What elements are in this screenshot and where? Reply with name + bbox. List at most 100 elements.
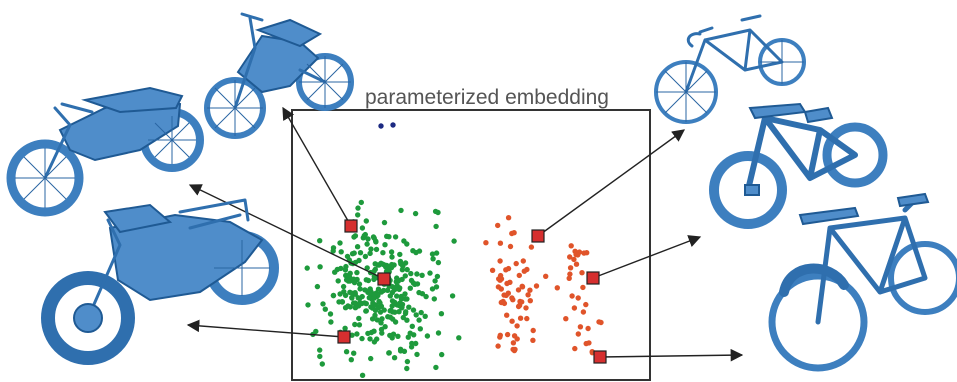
motorcycle-point xyxy=(433,364,439,371)
bicycle-point xyxy=(580,284,586,291)
motorcycle-point xyxy=(372,266,378,273)
motorcycle-point xyxy=(351,350,357,356)
motorcycle-point xyxy=(314,283,321,290)
bicycle-point xyxy=(517,315,524,321)
motorcycle-point xyxy=(368,304,374,310)
city-bicycle-icon xyxy=(768,192,957,372)
sample-marker-m5[interactable] xyxy=(586,271,600,285)
motorcycle-point xyxy=(417,326,423,332)
motorcycle-point xyxy=(364,241,370,247)
bicycle-point xyxy=(516,272,522,279)
bicycle-point xyxy=(584,250,590,256)
motorcycle-point xyxy=(342,267,349,273)
bicycle-point xyxy=(489,267,496,273)
arrow-to-cruiser-bicycle xyxy=(592,235,702,279)
motorcycle-point xyxy=(430,256,436,262)
outlier-point xyxy=(378,123,384,129)
motorcycle-point xyxy=(413,312,419,318)
motorcycle-point xyxy=(433,284,440,290)
motorcycle-point xyxy=(358,199,364,206)
motorcycle-point xyxy=(423,293,429,300)
motorcycle-point xyxy=(364,265,370,271)
motorcycle-point xyxy=(387,263,394,270)
motorcycle-point xyxy=(391,355,398,361)
motorcycle-point xyxy=(371,339,378,345)
motorcycle-point xyxy=(362,253,369,260)
motorcycle-point xyxy=(359,335,365,342)
thumbnail-cruiser-bicycle xyxy=(709,102,888,229)
motorcycle-point xyxy=(386,350,392,356)
motorcycle-point xyxy=(371,292,378,298)
motorcycle-point xyxy=(355,205,361,211)
bicycle-point xyxy=(580,309,587,315)
motorcycle-point xyxy=(330,292,337,299)
motorcycle-point xyxy=(359,372,366,378)
sample-marker-m2[interactable] xyxy=(377,272,391,286)
connector-arrows xyxy=(186,106,744,362)
bicycle-point xyxy=(497,258,503,264)
bicycle-point xyxy=(483,240,489,246)
naked-motorcycle-icon xyxy=(41,198,279,365)
bicycle-point xyxy=(527,287,533,293)
sample-marker-m3[interactable] xyxy=(337,330,351,344)
bicycle-point xyxy=(567,254,573,260)
bicycle-point xyxy=(569,293,575,299)
motorcycle-point xyxy=(379,330,385,336)
bicycle-point xyxy=(504,312,510,318)
motorcycle-point xyxy=(382,324,388,330)
motorcycle-point xyxy=(374,317,380,323)
motorcycle-point xyxy=(389,254,395,260)
motorcycle-point xyxy=(372,307,379,313)
motorcycle-point xyxy=(366,295,372,301)
bicycle-point xyxy=(573,261,580,267)
bicycle-point xyxy=(520,258,526,264)
bicycle-point xyxy=(509,230,515,237)
motorcycle-point xyxy=(433,250,440,256)
motorcycle-point xyxy=(361,300,368,306)
motorcycle-point xyxy=(410,307,417,313)
motorcycle-point xyxy=(431,296,437,302)
bicycle-point xyxy=(573,251,579,258)
motorcycle-point xyxy=(397,251,403,258)
sample-marker-m6[interactable] xyxy=(593,350,607,364)
motorcycle-point xyxy=(396,286,402,292)
motorcycle-point xyxy=(391,287,398,293)
motorcycle-point xyxy=(356,257,362,264)
motorcycle-point xyxy=(368,246,374,252)
sample-markers xyxy=(337,219,607,364)
motorcycle-point xyxy=(348,357,354,363)
motorcycle-point xyxy=(384,233,390,239)
bicycle-point xyxy=(563,316,569,322)
bicycle-point xyxy=(579,270,585,276)
motorcycle-point xyxy=(339,299,345,305)
bicycle-point xyxy=(497,240,504,246)
motorcycle-point xyxy=(388,307,394,314)
motorcycle-point xyxy=(352,321,358,328)
motorcycle-point xyxy=(328,319,334,325)
cruiser-bicycle-icon xyxy=(709,102,888,229)
bicycle-point xyxy=(504,280,510,287)
bicycle-point xyxy=(577,324,584,330)
bicycle-point xyxy=(495,343,501,349)
sample-marker-m4[interactable] xyxy=(531,229,545,243)
bicycle-point xyxy=(497,332,503,338)
motorcycle-point xyxy=(402,310,409,317)
motorcycle-point xyxy=(357,250,364,256)
thumbnail-road-bicycle xyxy=(654,14,806,124)
motorcycle-point xyxy=(400,314,406,321)
motorcycle-point xyxy=(408,344,415,350)
motorcycle-point xyxy=(304,265,310,271)
motorcycle-point xyxy=(363,308,369,314)
bicycle-point xyxy=(567,265,574,271)
bicycle-point xyxy=(509,295,515,301)
arrow-to-city-bicycle xyxy=(599,348,744,362)
sample-marker-m1[interactable] xyxy=(344,219,358,233)
motorcycle-point xyxy=(317,238,323,244)
motorcycle-point xyxy=(376,298,382,305)
motorcycle-point xyxy=(343,349,350,355)
motorcycle-point xyxy=(432,278,438,284)
motorcycle-point xyxy=(373,238,379,244)
motorcycle-point xyxy=(414,351,420,358)
motorcycle-point xyxy=(438,311,445,317)
bicycle-point xyxy=(543,273,549,279)
